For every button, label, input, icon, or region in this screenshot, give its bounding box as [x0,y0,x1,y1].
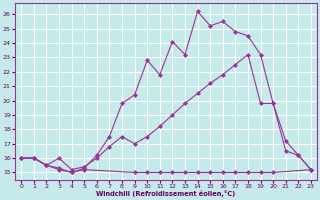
X-axis label: Windchill (Refroidissement éolien,°C): Windchill (Refroidissement éolien,°C) [96,190,236,197]
